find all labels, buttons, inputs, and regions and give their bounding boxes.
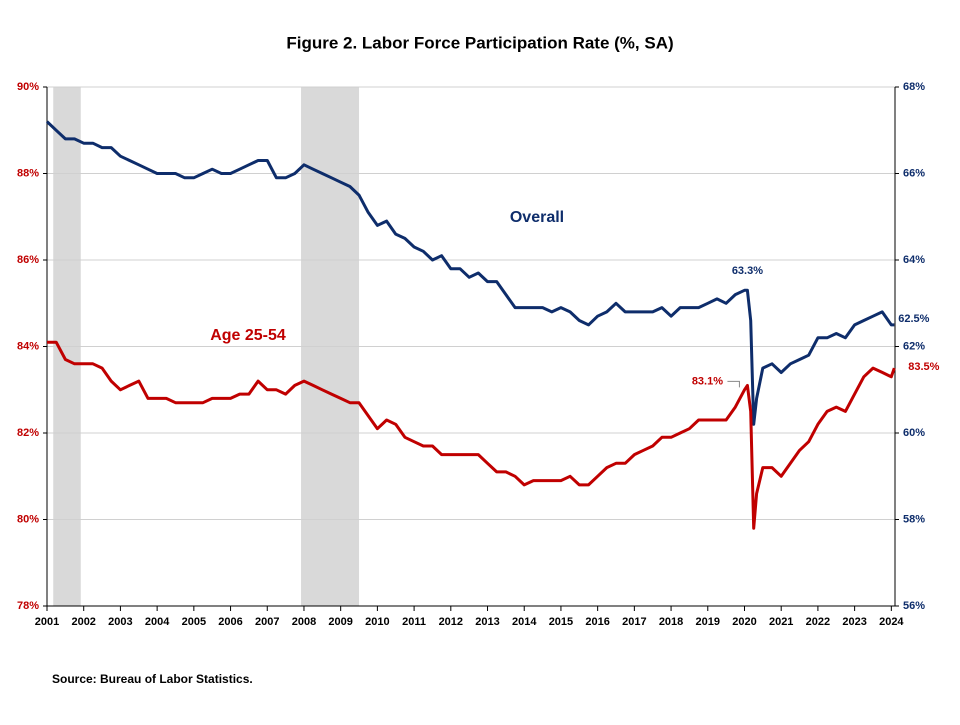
y2-tick-label: 64%	[903, 254, 925, 266]
chart-title: Figure 2. Labor Force Participation Rate…	[286, 33, 673, 52]
x-tick-label: 2004	[145, 616, 170, 628]
y2-tick-label: 56%	[903, 600, 925, 612]
annotation: 83.5%	[908, 361, 939, 373]
x-tick-label: 2019	[696, 616, 720, 628]
y2-tick-label: 58%	[903, 513, 925, 525]
y-tick-label: 82%	[17, 427, 39, 439]
series-line	[45, 120, 895, 426]
annotation: 63.3%	[732, 265, 763, 277]
y-tick-label: 84%	[17, 340, 39, 352]
y2-tick-label: 62%	[903, 340, 925, 352]
x-tick-label: 2018	[659, 616, 683, 628]
x-tick-label: 2014	[512, 616, 537, 628]
x-tick-label: 2003	[108, 616, 132, 628]
x-tick-label: 2010	[365, 616, 389, 628]
x-tick-label: 2012	[439, 616, 463, 628]
x-tick-label: 2005	[182, 616, 206, 628]
x-tick-label: 2008	[292, 616, 316, 628]
series-label: Overall	[510, 209, 564, 226]
x-tick-label: 2020	[732, 616, 756, 628]
x-tick-label: 2021	[769, 616, 793, 628]
x-tick-label: 2023	[842, 616, 866, 628]
y2-tick-label: 68%	[903, 81, 925, 93]
x-tick-label: 2007	[255, 616, 279, 628]
x-tick-label: 2011	[402, 616, 426, 628]
y-tick-label: 80%	[17, 513, 39, 525]
annotation-leader	[727, 380, 740, 388]
x-tick-label: 2013	[475, 616, 499, 628]
x-tick-label: 2015	[549, 616, 573, 628]
x-tick-label: 2024	[879, 616, 904, 628]
annotation: 62.5%	[898, 313, 929, 325]
annotation: 83.1%	[692, 375, 723, 387]
x-tick-label: 2009	[328, 616, 352, 628]
y2-tick-label: 66%	[903, 167, 925, 179]
x-tick-label: 2001	[35, 616, 59, 628]
x-tick-label: 2016	[585, 616, 609, 628]
x-tick-label: 2006	[218, 616, 242, 628]
x-tick-label: 2002	[71, 616, 95, 628]
series-line	[47, 340, 896, 530]
y2-tick-label: 60%	[903, 427, 925, 439]
y-tick-label: 86%	[17, 254, 39, 266]
x-tick-label: 2017	[622, 616, 646, 628]
y-tick-label: 78%	[17, 600, 39, 612]
x-tick-label: 2022	[806, 616, 830, 628]
y-tick-label: 88%	[17, 167, 39, 179]
series-label: Age 25-54	[210, 327, 286, 344]
source-note: Source: Bureau of Labor Statistics.	[52, 672, 253, 686]
y-tick-label: 90%	[17, 81, 39, 93]
